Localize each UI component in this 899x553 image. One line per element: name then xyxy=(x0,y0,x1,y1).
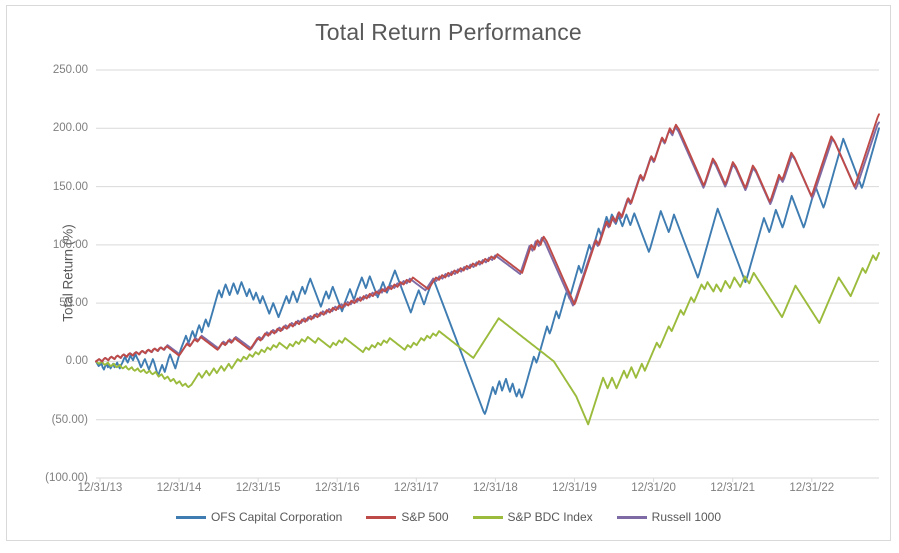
legend-item[interactable]: Russell 1000 xyxy=(616,510,722,524)
x-tick-label: 12/31/20 xyxy=(631,482,676,494)
y-tick-label: 100.00 xyxy=(52,238,88,251)
x-tick-label: 12/31/15 xyxy=(235,482,281,494)
y-tick-label: 0.00 xyxy=(65,355,88,368)
legend-label: Russell 1000 xyxy=(651,510,722,524)
x-tick-label: 12/31/22 xyxy=(789,482,835,494)
x-tick-label: 12/31/14 xyxy=(156,482,202,494)
legend-item[interactable]: S&P BDC Index xyxy=(472,510,593,524)
x-tick-label: 12/31/19 xyxy=(552,482,597,494)
series-line xyxy=(95,121,880,363)
chart-legend: OFS Capital Corporation S&P 500 S&P BDC In… xyxy=(7,510,890,524)
legend-color-swatch xyxy=(366,515,397,519)
y-tick-label: 50.00 xyxy=(59,297,88,310)
gridlines xyxy=(96,69,879,482)
legend-label: S&P BDC Index xyxy=(507,510,593,524)
y-tick-label: 250.00 xyxy=(52,64,88,76)
series-line xyxy=(95,252,880,426)
series-line xyxy=(95,127,880,415)
y-tick-label: (100.00) xyxy=(45,472,88,484)
series-lines xyxy=(95,113,880,426)
y-tick-label: 200.00 xyxy=(52,122,88,135)
x-tick-label: 12/31/13 xyxy=(77,482,123,494)
plot-area xyxy=(95,69,880,482)
chart-container: Total Return Performance Total Return (%… xyxy=(6,5,891,541)
y-tick-label: (50.00) xyxy=(51,413,88,426)
legend-color-swatch xyxy=(472,515,503,519)
chart-title: Total Return Performance xyxy=(315,19,582,45)
x-tick-label: 12/31/17 xyxy=(393,482,439,494)
legend-item[interactable]: OFS Capital Corporation xyxy=(175,510,343,524)
legend-label: S&P 500 xyxy=(401,510,449,524)
legend-item[interactable]: S&P 500 xyxy=(366,510,449,524)
series-line xyxy=(95,113,880,363)
legend-label: OFS Capital Corporation xyxy=(210,510,343,524)
legend-color-swatch xyxy=(616,515,647,519)
x-tick-label: 12/31/18 xyxy=(473,482,518,494)
x-tick-label: 12/31/21 xyxy=(710,482,756,494)
legend-color-swatch xyxy=(175,515,206,519)
y-tick-label: 150.00 xyxy=(52,180,88,193)
x-tick-label: 12/31/16 xyxy=(314,482,360,494)
